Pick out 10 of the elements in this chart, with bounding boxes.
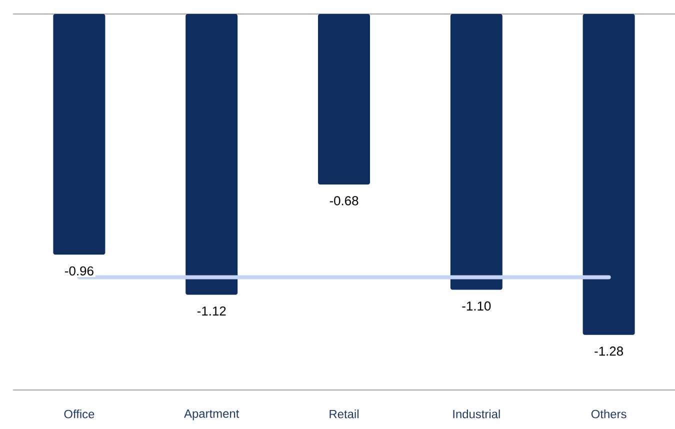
x-tick-label: Apartment <box>184 410 240 420</box>
data-label: -1.28 <box>594 346 624 356</box>
data-label: -1.10 <box>462 301 491 311</box>
x-tick-label: Others <box>591 410 626 418</box>
x-tick-label: Industrial <box>453 410 500 418</box>
x-tick-label: Retail <box>330 410 358 418</box>
data-label: -0.96 <box>65 266 94 276</box>
data-label: -0.68 <box>330 196 358 206</box>
x-tick-label: Office <box>64 410 94 418</box>
data-label: -1.12 <box>197 306 226 316</box>
